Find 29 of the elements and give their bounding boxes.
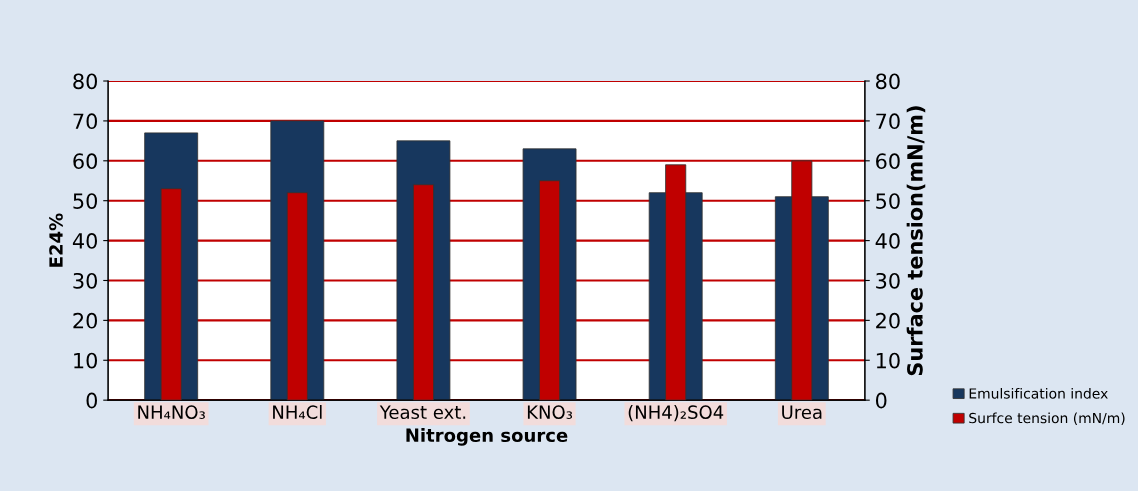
y2-tick-label: 10 <box>876 352 900 369</box>
y-tick-label: 20 <box>73 312 97 329</box>
y-tick-label: 10 <box>74 352 97 369</box>
x-tick-label: NH₄Cl <box>273 405 322 419</box>
y-tick-label: 70 <box>73 113 97 130</box>
x-tick-label: NH₄NO₃ <box>138 405 205 419</box>
y2-tick-label: 50 <box>876 193 900 209</box>
y2-tick-label: 40 <box>875 233 900 249</box>
x-tick-label: (NH4)₂SO4 <box>628 405 724 422</box>
legend-label: Emulsification index <box>969 387 1108 399</box>
x-tick-label: Yeast ext. <box>379 405 466 419</box>
x-tick-label: KNO₃ <box>527 405 573 419</box>
y-tick-label: 80 <box>73 73 97 90</box>
x-axis-title: Nitrogen source <box>406 428 568 446</box>
y-tick-label: 0 <box>86 392 97 409</box>
y2-tick-label: 70 <box>876 113 900 130</box>
legend-label: Surfce tension (mN/m) <box>969 412 1125 425</box>
y-axis-title: E24% <box>49 213 63 267</box>
y2-tick-label: 80 <box>876 73 900 90</box>
y2-tick-label: 20 <box>876 312 900 329</box>
y2-tick-label: 0 <box>875 392 887 409</box>
x-tick-label: Urea <box>782 405 822 419</box>
y-tick-label: 50 <box>73 193 97 209</box>
y2-axis-title: Surface tension(mN/m) <box>906 106 926 376</box>
y-tick-label: 30 <box>73 272 97 289</box>
y-tick-label: 40 <box>72 233 97 249</box>
y-tick-label: 60 <box>73 153 97 170</box>
y2-tick-label: 30 <box>876 272 900 289</box>
y2-tick-label: 60 <box>876 153 900 170</box>
